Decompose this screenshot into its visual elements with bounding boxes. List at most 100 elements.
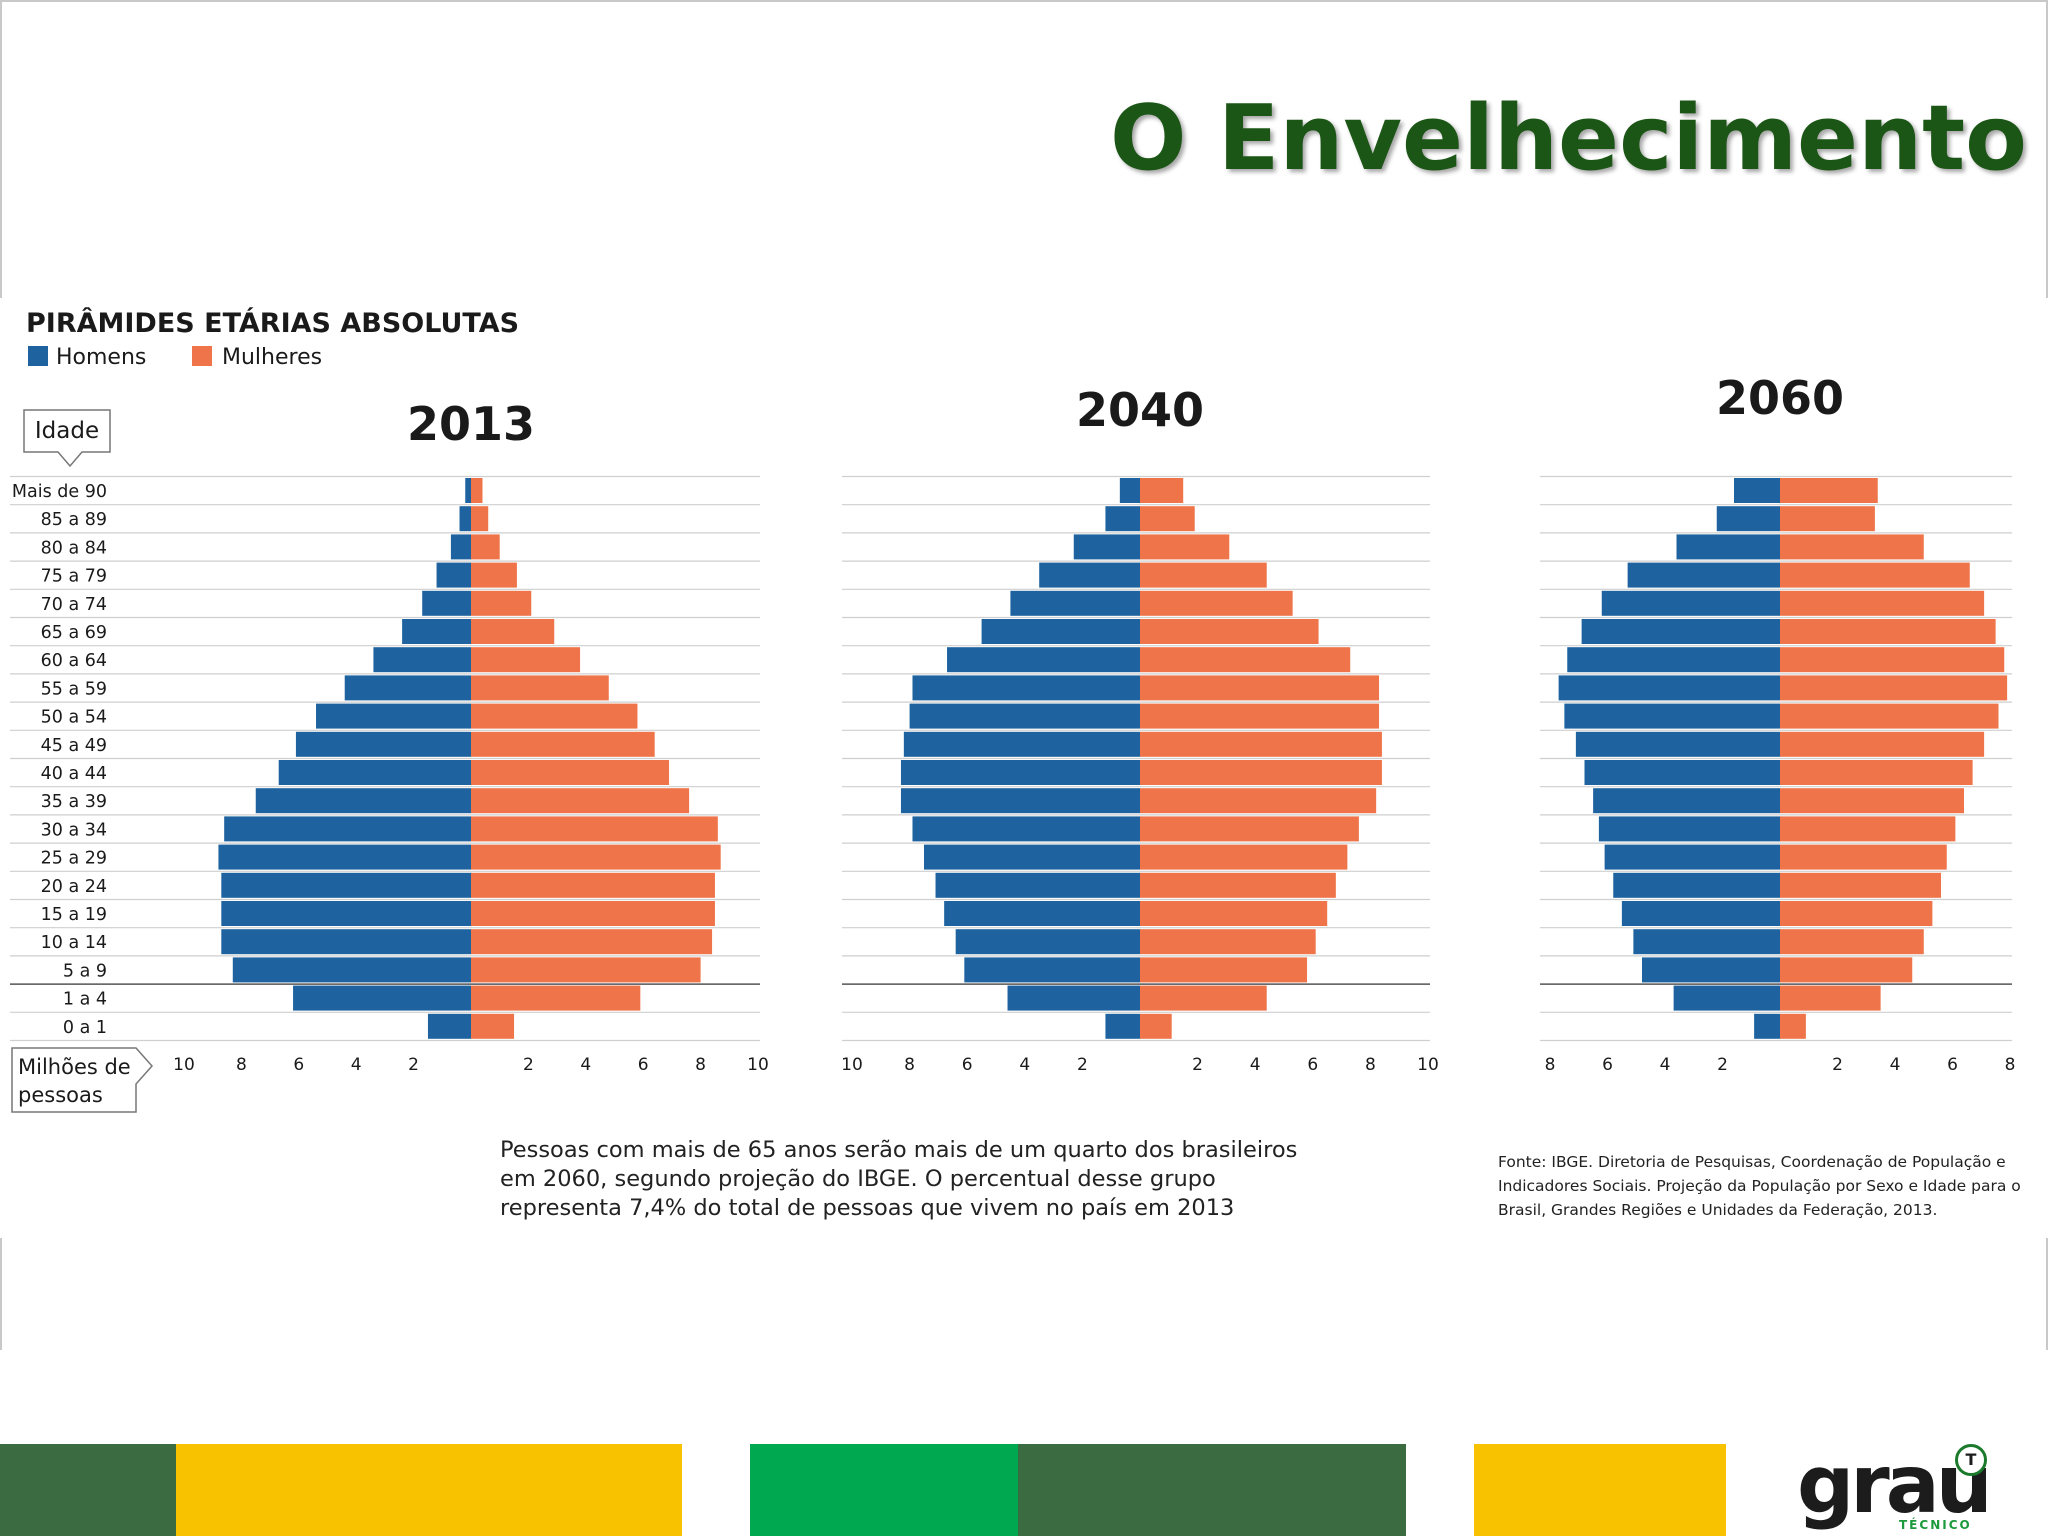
footer-bar-5 [1474,1444,1726,1536]
age-label: 5 a 9 [63,961,107,981]
x-axis-label-line-2: pessoas [18,1083,103,1107]
bar-homens [1642,957,1780,983]
bar-homens [422,590,471,616]
bar-homens [912,816,1140,842]
bar-mulheres [1780,731,1985,757]
bar-mulheres [1140,844,1348,870]
bar-mulheres [1780,844,1947,870]
bar-mulheres [471,788,690,814]
chart-area: PIRÂMIDES ETÁRIAS ABSOLUTAS Homens Mulhere… [0,298,2048,1238]
age-label: 65 a 69 [41,623,107,643]
x-tick-label: 8 [236,1055,247,1075]
bar-homens [935,872,1140,898]
bar-homens [1567,647,1780,673]
bar-mulheres [1140,1013,1172,1039]
chart-source: Fonte: IBGE. Diretoria de Pesquisas, Coo… [1498,1153,2021,1219]
x-tick-label: 8 [695,1055,706,1075]
bar-mulheres [471,647,581,673]
bar-homens [1633,929,1780,955]
bar-mulheres [471,957,701,983]
age-label: 10 a 14 [41,933,107,953]
bar-homens [373,647,471,673]
age-label: 55 a 59 [41,679,107,699]
bar-mulheres [1780,478,1878,503]
x-tick-label: 4 [1250,1055,1261,1075]
bar-homens [255,788,471,814]
bar-homens [221,901,471,926]
bar-mulheres [1780,957,1913,983]
bar-mulheres [471,619,555,644]
bar-homens [436,562,471,588]
bar-mulheres [1140,788,1377,814]
bar-mulheres [1780,675,2008,701]
bar-mulheres [471,562,517,588]
bar-mulheres [1780,1013,1806,1039]
bar-homens [1575,731,1780,757]
bar-homens [1039,562,1140,588]
bar-mulheres [1140,901,1328,926]
bar-homens [465,478,471,503]
bar-homens [1007,985,1140,1011]
bar-homens [1119,478,1140,503]
bar-mulheres [471,929,713,955]
bar-mulheres [1140,534,1230,560]
bar-homens [1621,901,1780,926]
bar-homens [1716,506,1780,532]
bar-mulheres [471,760,670,785]
x-tick-label: 4 [580,1055,591,1075]
age-label: 45 a 49 [41,736,107,756]
bar-homens [1010,590,1140,616]
age-label: 85 a 89 [41,510,107,530]
bar-homens [1598,816,1780,842]
x-tick-label: 8 [1545,1055,1556,1075]
bar-homens [221,872,471,898]
bar-mulheres [1780,929,1924,955]
age-label: 70 a 74 [41,595,107,615]
slide-title: O Envelhecimento [1110,86,2028,191]
bar-homens [912,675,1140,701]
x-tick-label: 2 [1717,1055,1728,1075]
legend-swatch-mulheres [192,346,212,366]
bar-mulheres [471,675,609,701]
bar-mulheres [471,985,641,1011]
bar-mulheres [471,703,638,729]
bar-mulheres [1780,534,1924,560]
y-axis-label-box [23,409,111,468]
bar-homens [1073,534,1140,560]
age-label: 1 a 4 [63,990,107,1010]
pyramid-year-2040: 2040 [1076,383,1204,437]
x-tick-label: 8 [1365,1055,1376,1075]
age-label: 60 a 64 [41,651,107,671]
bar-mulheres [1140,929,1316,955]
pyramid-chart: PIRÂMIDES ETÁRIAS ABSOLUTAS Homens Mulhere… [10,307,2015,1113]
x-tick-label: 2 [1832,1055,1843,1075]
legend-label-homens: Homens [56,345,146,370]
age-label: 35 a 39 [41,792,107,812]
bar-homens [459,506,471,532]
x-tick-label: 2 [523,1055,534,1075]
age-label: 75 a 79 [41,567,107,587]
y-axis-label: Idade [35,418,99,444]
x-tick-label: 6 [293,1055,304,1075]
x-tick-label: 6 [1947,1055,1958,1075]
x-tick-label: 6 [962,1055,973,1075]
bar-mulheres [1780,901,1933,926]
bar-mulheres [471,534,500,560]
x-tick-label: 4 [1890,1055,1901,1075]
x-tick-label: 6 [1602,1055,1613,1075]
bar-homens [224,816,471,842]
logo-subtitle: TÉCNICO [1899,1518,1972,1532]
bar-mulheres [1140,760,1382,785]
bar-mulheres [1780,872,1941,898]
bar-mulheres [1140,619,1319,644]
bar-homens [981,619,1140,644]
bar-mulheres [1140,506,1195,532]
bar-homens [1564,703,1780,729]
bar-mulheres [1780,506,1875,532]
bar-mulheres [471,872,715,898]
bar-mulheres [1780,816,1956,842]
bar-homens [1593,788,1780,814]
bar-homens [402,619,471,644]
bar-mulheres [1780,647,2005,673]
bar-homens [1105,506,1140,532]
